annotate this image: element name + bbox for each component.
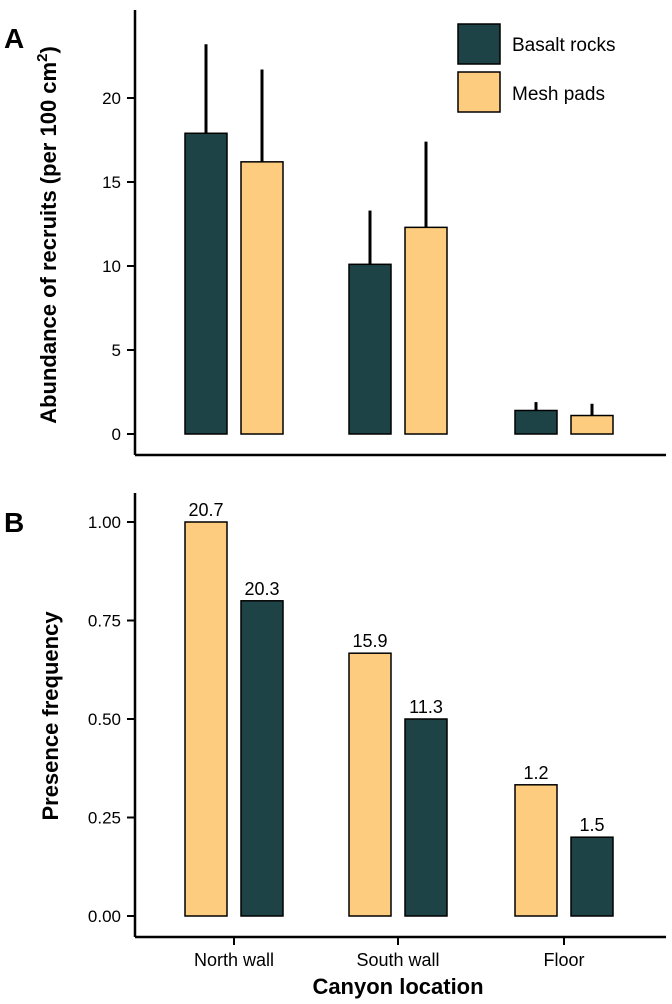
- panel-b-bar-basalt-rocks-south-wall: [404, 718, 448, 917]
- panel-b-data-label: 20.7: [188, 500, 223, 520]
- panel-b: B 0.00 0.25 0.50 0.75 1.00 20.7 15.9 1.2 20.3 11…: [4, 493, 666, 999]
- panel-b-y-ticks: 0.00 0.25 0.50 0.75 1.00: [88, 513, 135, 926]
- legend-swatch-mesh: [457, 71, 501, 113]
- panel-a-label: A: [4, 23, 24, 54]
- legend-label-basalt: Basalt rocks: [512, 35, 615, 56]
- panel-b-bar-basalt-rocks-north-wall: [240, 600, 284, 917]
- panel-a-y-tick-label: 15: [102, 173, 121, 192]
- panel-a-y-tick-label: 20: [102, 89, 121, 108]
- panel-a-y-tick-label: 0: [112, 425, 121, 444]
- legend-label-mesh: Mesh pads: [512, 84, 605, 105]
- panel-b-data-label: 15.9: [352, 631, 387, 651]
- panel-b-y-tick-label: 0.25: [88, 809, 121, 828]
- panel-a-bar-mesh-pads-north-wall: [240, 161, 284, 435]
- panel-b-y-tick-label: 0.50: [88, 710, 121, 729]
- panel-a-y-tick-label: 10: [102, 257, 121, 276]
- panel-a-bar-mesh-pads-floor: [570, 414, 614, 435]
- panel-b-bars: [184, 521, 614, 917]
- category-label-floor: Floor: [543, 950, 584, 970]
- panel-a-error-bars: [204, 44, 594, 416]
- panel-a-bar-mesh-pads-south-wall: [404, 226, 448, 435]
- x-axis-title: Canyon location: [312, 974, 483, 999]
- panel-b-data-label: 1.5: [579, 815, 604, 835]
- category-label-south-wall: South wall: [356, 950, 439, 970]
- panel-a-bar-basalt-rocks-north-wall: [184, 132, 228, 435]
- panel-b-label: B: [4, 507, 24, 538]
- panel-b-bar-mesh-pads-north-wall: [184, 521, 228, 917]
- panel-b-category-labels: North wall South wall Floor: [194, 937, 585, 970]
- legend: Basalt rocks Mesh pads: [457, 23, 615, 113]
- panel-b-y-tick-label: 0.75: [88, 612, 121, 631]
- panel-b-data-label: 1.2: [523, 763, 548, 783]
- panel-b-data-label: 20.3: [244, 579, 279, 599]
- legend-swatch-basalt: [457, 23, 501, 65]
- panel-b-y-tick-label: 0.00: [88, 907, 121, 926]
- panel-b-data-label: 11.3: [409, 697, 443, 717]
- panel-a-y-axis-title: Abundance of recruits (per 100 cm2): [34, 46, 61, 424]
- panel-a-bar-basalt-rocks-floor: [514, 409, 558, 435]
- panel-b-data-labels: 20.7 15.9 1.2 20.3 11.3 1.5: [188, 500, 604, 835]
- panel-b-y-tick-label: 1.00: [88, 513, 121, 532]
- panel-b-bar-mesh-pads-south-wall: [348, 652, 392, 917]
- panel-b-y-axis-title: Presence frequency: [38, 611, 63, 821]
- panel-b-bar-basalt-rocks-floor: [570, 836, 614, 917]
- category-label-north-wall: North wall: [194, 950, 274, 970]
- panel-a: A 0 5 10 15 20 Abundance of recruits (per 10…: [4, 10, 666, 457]
- panel-a-y-ticks: 0 5 10 15 20: [102, 89, 135, 444]
- panel-a-y-tick-label: 5: [112, 341, 121, 360]
- panel-a-bar-basalt-rocks-south-wall: [348, 263, 392, 435]
- panel-b-bar-mesh-pads-floor: [514, 784, 558, 917]
- panel-a-bars: [184, 132, 614, 435]
